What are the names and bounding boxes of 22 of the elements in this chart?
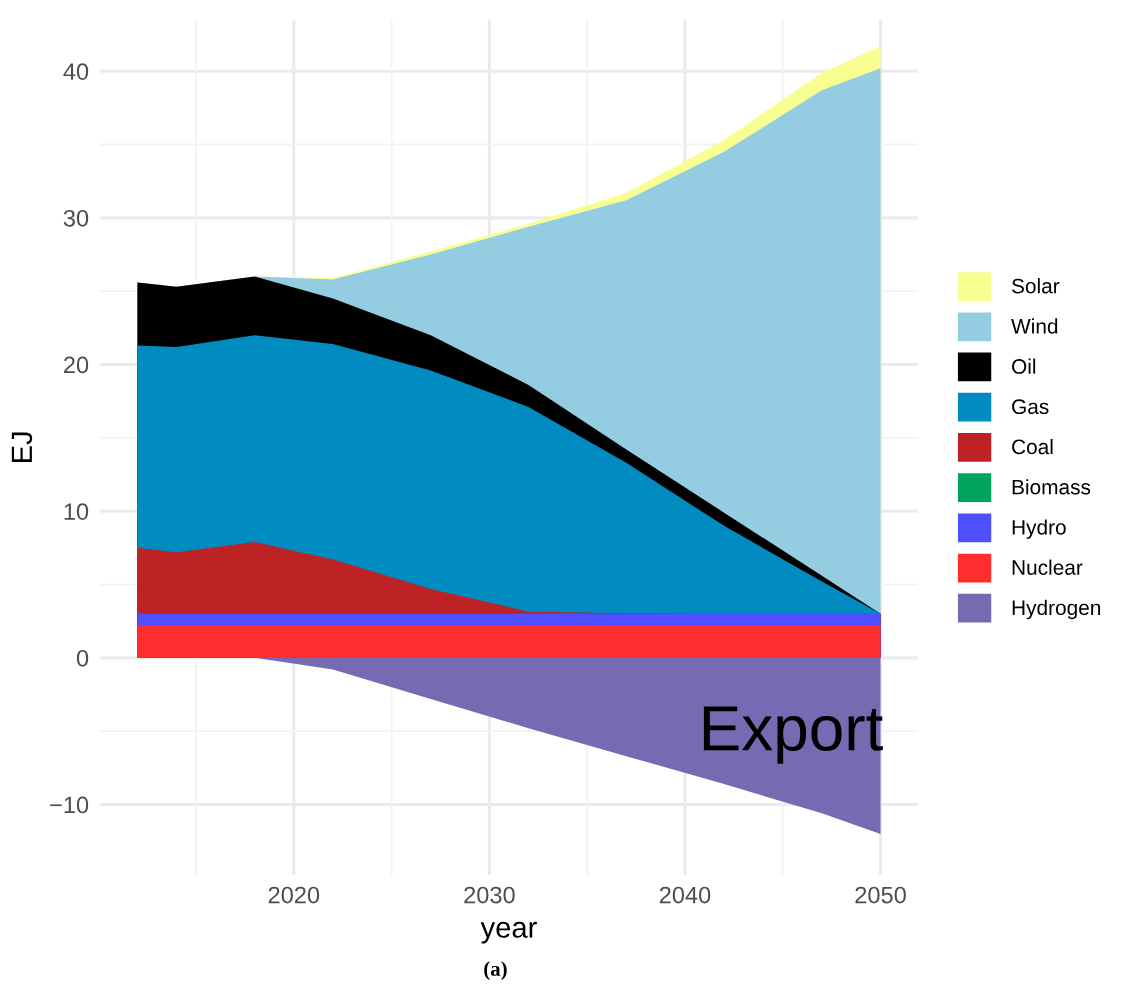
legend-label: Coal	[1012, 438, 1053, 455]
legend-label: Biomass	[1012, 479, 1091, 495]
x-axis-title: year	[480, 921, 537, 944]
legend-label: Wind	[1011, 318, 1058, 334]
legend-label: Hydrogen	[1012, 599, 1101, 620]
legend-label: Hydro	[1012, 519, 1066, 539]
legend-label: Oil	[1012, 358, 1036, 374]
y-tick-label: −10	[50, 796, 89, 814]
y-tick-label: 40	[63, 63, 89, 80]
x-tick-label: 2020	[268, 886, 320, 904]
text: (a)	[484, 961, 507, 981]
legend-label: Solar	[1011, 278, 1060, 294]
y-tick-label: 20	[64, 356, 89, 374]
legend-label: Gas	[1012, 399, 1049, 415]
y-tick-label: 10	[64, 503, 89, 520]
x-tick-label: 2030	[464, 886, 515, 904]
y-axis-title: EJ	[11, 432, 33, 463]
legend-label: Nuclear	[1012, 559, 1083, 575]
y-tick-label: 0	[76, 649, 89, 667]
x-tick-label: 2050	[855, 886, 906, 904]
y-tick-label: 30	[63, 209, 89, 227]
x-tick-label: 2040	[659, 886, 711, 904]
